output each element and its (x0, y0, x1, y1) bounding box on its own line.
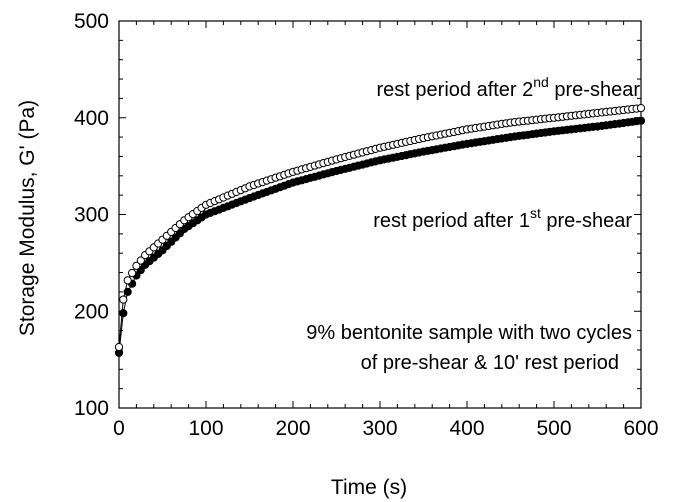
series-line (118, 120, 642, 353)
data-point (136, 256, 145, 265)
series-layer (114, 104, 646, 357)
x-tick-label: 400 (449, 417, 484, 440)
x-tick-label: 300 (362, 417, 397, 440)
data-point (636, 116, 646, 125)
annotation-first-text: rest period after 1 (373, 210, 530, 232)
x-tick-label: 200 (275, 417, 310, 440)
y-tick-label: 400 (74, 107, 109, 130)
data-point (128, 268, 137, 278)
annotation-second-post: pre-shear (549, 79, 640, 101)
data-point (119, 295, 128, 304)
data-point (119, 309, 128, 318)
y-tick-label: 100 (74, 397, 109, 420)
annotation-sample-line1: 9% bentonite sample with two cycles (306, 322, 632, 344)
series-first-pre-shear (114, 116, 646, 357)
data-point (123, 276, 132, 285)
y-tick-label: 300 (74, 204, 109, 227)
data-point (636, 104, 646, 113)
y-tick-label: 200 (74, 300, 109, 323)
x-tick-label: 100 (188, 417, 223, 440)
annotation-first-post: pre-shear (541, 210, 632, 232)
x-tick-label: 0 (113, 417, 125, 440)
y-tick-label: 500 (74, 10, 109, 33)
x-tick-label: 600 (623, 417, 658, 440)
annotation-second-pre-shear: rest period after 2nd pre-shear (377, 74, 641, 101)
x-tick-label: 500 (536, 417, 571, 440)
annotation-first-sup: st (530, 205, 541, 221)
annotation-second-sup: nd (533, 74, 549, 90)
data-point (114, 342, 124, 352)
annotation-second-text: rest period after 2 (377, 79, 534, 101)
series-second-pre-shear (114, 104, 646, 352)
annotation-sample-line2: of pre-shear & 10' rest period (361, 352, 619, 374)
y-axis-label: Storage Modulus, G' (Pa) (16, 100, 39, 336)
data-point (132, 261, 141, 270)
x-axis-label: Time (s) (331, 476, 407, 499)
annotation-first-pre-shear: rest period after 1st pre-shear (373, 205, 632, 232)
